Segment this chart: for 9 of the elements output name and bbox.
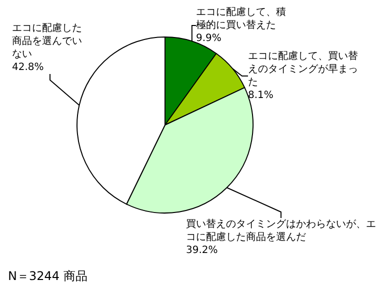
data-label: 9.9% xyxy=(196,33,222,44)
slice-label: エコに配慮して、買い替えのタイミングが早まった xyxy=(248,50,358,88)
data-label: 42.8% xyxy=(12,62,44,73)
slice-label: 買い替えのタイミングはかわらないが、エコに配慮した商品を選んだ xyxy=(186,218,376,243)
data-label: 39.2% xyxy=(186,245,218,256)
text: N＝3244 商品 xyxy=(8,269,88,283)
slice-label: エコに配慮した商品を選んでいない xyxy=(12,22,82,60)
data-label: 8.1% xyxy=(248,90,274,101)
slice-label: エコに配慮して、積極的に買い替えた xyxy=(196,6,286,31)
